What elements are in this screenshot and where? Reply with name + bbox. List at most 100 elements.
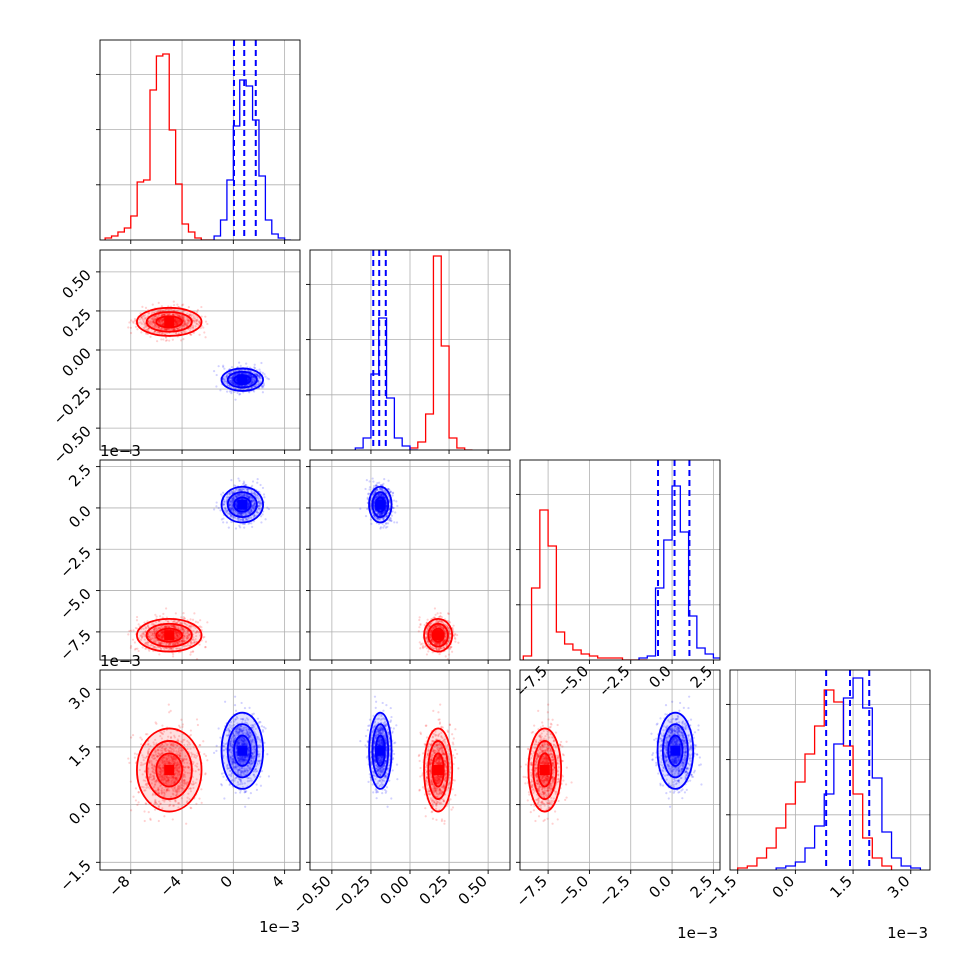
- scatter-point: [179, 647, 182, 650]
- scatter-point: [231, 378, 234, 381]
- scatter-point: [175, 634, 178, 637]
- scatter-point: [259, 370, 262, 373]
- scatter-point: [190, 643, 193, 646]
- scatter-point: [257, 378, 260, 382]
- scatter-point: [147, 634, 150, 637]
- scatter-point: [250, 490, 253, 493]
- scatter-point: [134, 325, 138, 328]
- scatter-point: [185, 322, 188, 325]
- panel-plot: [359, 477, 460, 660]
- scatter-point: [231, 376, 234, 379]
- scatter-point: [395, 521, 399, 524]
- scatter-point: [200, 305, 203, 309]
- scatter-point: [142, 632, 145, 635]
- scatter-point: [180, 639, 184, 642]
- scatter-point: [229, 379, 233, 382]
- scatter-point: [163, 647, 166, 651]
- scatter-point: [256, 374, 259, 377]
- scatter-point: [231, 378, 234, 382]
- scatter-point: [176, 641, 180, 644]
- scatter-point: [183, 629, 186, 633]
- scatter-point: [180, 629, 183, 632]
- scatter-point: [259, 504, 262, 508]
- panel-0-0: [96, 39, 301, 244]
- scatter-point: [236, 517, 239, 520]
- scatter-point: [247, 379, 250, 382]
- scatter-point: [152, 623, 155, 627]
- scatter-point: [148, 320, 151, 323]
- scatter-point: [175, 322, 178, 326]
- scatter-point: [158, 327, 161, 331]
- y-tick-label: −2.5: [56, 543, 94, 581]
- scatter-point: [438, 652, 441, 656]
- scatter-point: [257, 374, 260, 377]
- scatter-point: [203, 635, 206, 639]
- scatter-point: [150, 632, 154, 635]
- scatter-point: [230, 507, 233, 510]
- scatter-point: [153, 321, 156, 324]
- scatter-point: [454, 640, 457, 643]
- scatter-point: [181, 317, 184, 320]
- scatter-point: [166, 647, 169, 650]
- scatter-point: [198, 320, 201, 323]
- scatter-point: [181, 640, 184, 643]
- scatter-point: [186, 632, 189, 635]
- scatter-point: [190, 625, 194, 628]
- scatter-point: [160, 635, 164, 638]
- scatter-point: [141, 646, 144, 649]
- scatter-point: [149, 636, 152, 639]
- scatter-point: [162, 318, 165, 321]
- scatter-point: [157, 627, 161, 630]
- scatter-point: [447, 612, 450, 615]
- scatter-point: [239, 512, 242, 515]
- scatter-point: [154, 314, 157, 318]
- scatter-point: [243, 368, 246, 372]
- scatter-point: [230, 380, 233, 383]
- scatter-point: [174, 632, 178, 635]
- scatter-point: [158, 653, 161, 656]
- scatter-point: [157, 635, 160, 638]
- scatter-point: [253, 390, 256, 393]
- scatter-point: [162, 309, 165, 312]
- scatter-point: [195, 319, 199, 322]
- scatter-point: [153, 632, 156, 635]
- scatter-point: [235, 379, 238, 382]
- scatter-point: [232, 374, 235, 377]
- scatter-point: [263, 373, 266, 376]
- scatter-point: [184, 320, 187, 323]
- scatter-point: [151, 630, 154, 633]
- scatter-point: [187, 319, 190, 322]
- scatter-point: [162, 634, 165, 637]
- scatter-point: [253, 491, 256, 494]
- scatter-point: [146, 328, 149, 331]
- scatter-point: [180, 621, 183, 624]
- scatter-point: [235, 379, 238, 382]
- scatter-point: [241, 494, 244, 497]
- scatter-point: [154, 325, 158, 328]
- scatter-point: [178, 642, 181, 645]
- scatter-point: [174, 641, 178, 644]
- scatter-point: [168, 626, 171, 629]
- scatter-point: [427, 650, 430, 653]
- scatter-point: [195, 322, 199, 325]
- scatter-point: [140, 636, 144, 640]
- scatter-point: [220, 518, 223, 521]
- scatter-point: [158, 634, 161, 637]
- scatter-point: [231, 374, 234, 378]
- scatter-point: [154, 636, 157, 639]
- scatter-point: [187, 635, 190, 638]
- scatter-point: [203, 331, 206, 334]
- scatter-point: [154, 325, 157, 328]
- scatter-point: [152, 637, 155, 640]
- scatter-point: [182, 634, 185, 637]
- density-peak: [433, 630, 444, 641]
- scatter-point: [178, 322, 181, 325]
- y-tick-label: −5.0: [56, 585, 94, 623]
- scatter-point: [232, 509, 235, 512]
- scatter-point: [202, 326, 205, 329]
- scatter-point: [184, 331, 187, 334]
- scatter-point: [140, 316, 144, 320]
- scatter-point: [234, 373, 237, 376]
- scatter-point: [160, 637, 163, 640]
- scatter-point: [242, 384, 245, 388]
